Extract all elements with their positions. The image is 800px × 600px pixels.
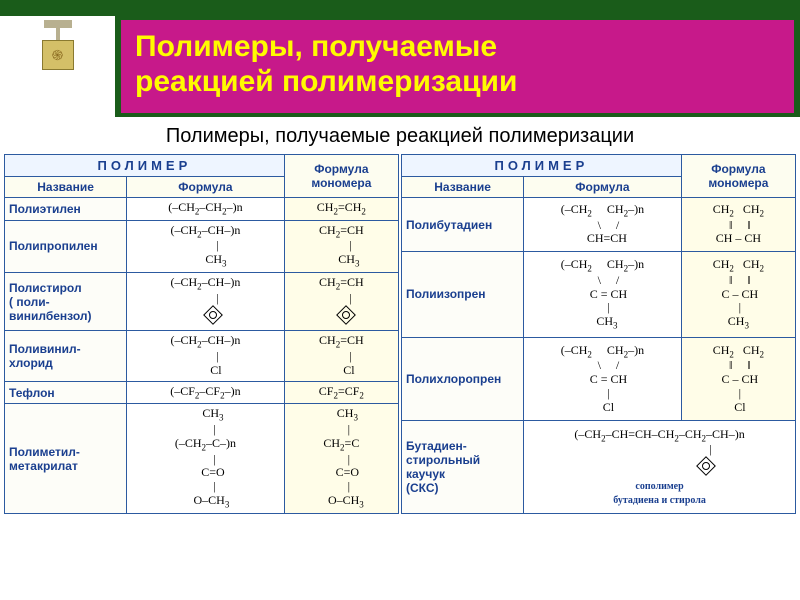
polymer-name: Полипропилен: [5, 220, 127, 272]
title-line-2: реакцией полимеризации: [135, 65, 780, 100]
tables-container: ПОЛИМЕР Формула мономера Название Формул…: [0, 154, 800, 514]
polymer-formula: (–CH2–CH–)n |: [127, 273, 285, 331]
polymer-name: Полибутадиен: [402, 198, 524, 252]
polymer-name: Полиизопрен: [402, 252, 524, 338]
polymer-name: Полистирол ( поли- винилбензол): [5, 273, 127, 331]
top-green-bar: [0, 0, 800, 16]
polymer-name: Бутадиен- стирольный каучук (СКС): [402, 421, 524, 513]
polymer-formula: (–CF2–CF2–)n: [127, 381, 285, 404]
monomer-formula: CH2=CH2: [284, 198, 398, 221]
monomer-formula: CH2 CH2 ‖ ‖ C – CH |CH3: [681, 252, 795, 338]
polymer-formula: CH3 |(–CH2–C–)n | C=O | O–CH3: [127, 404, 285, 513]
slide-icon-box: ֍: [0, 16, 115, 117]
table-row: Полиизопрен(–CH2 CH2–)n \ / C = CH | CH3…: [402, 252, 796, 338]
polymer-formula: (–CH2–CH–)n | Cl: [127, 331, 285, 381]
hdr-formula: Формула: [524, 177, 682, 198]
hdr-monomer: Формула мономера: [681, 155, 795, 198]
monomer-formula: CH2=CH |: [284, 273, 398, 331]
table-row: Бутадиен- стирольный каучук (СКС)(–CH2–C…: [402, 421, 796, 513]
table-row: Тефлон(–CF2–CF2–)nCF2=CF2: [5, 381, 399, 404]
hdr-polymer: ПОЛИМЕР: [5, 155, 285, 177]
pendant-icon: ֍: [36, 20, 80, 74]
table-row: Полипропилен(–CH2–CH–)n | CH3CH2=CH | CH…: [5, 220, 399, 272]
left-polymer-table: ПОЛИМЕР Формула мономера Название Формул…: [4, 154, 399, 514]
polymer-name: Тефлон: [5, 381, 127, 404]
monomer-formula: CH2 CH2 ‖ ‖ C – CH | Cl: [681, 337, 795, 421]
table-row: Полиэтилен(–CH2–CH2–)nCH2=CH2: [5, 198, 399, 221]
table-row: Поливинил- хлорид(–CH2–CH–)n | ClCH2=CH …: [5, 331, 399, 381]
hdr-formula: Формула: [127, 177, 285, 198]
header-row: ֍ Полимеры, получаемые реакцией полимери…: [0, 16, 800, 117]
hdr-polymer: ПОЛИМЕР: [402, 155, 682, 177]
polymer-name: Полихлоропрен: [402, 337, 524, 421]
table-row: Полихлоропрен(–CH2 CH2–)n \ / C = CH | C…: [402, 337, 796, 421]
polymer-formula: (–CH2 CH2–)n \ / C = CH | Cl: [524, 337, 682, 421]
polymer-name: Поливинил- хлорид: [5, 331, 127, 381]
polymer-formula: (–CH2 CH2–)n \ / C = CH | CH3: [524, 252, 682, 338]
table-row: Полиметил- метакрилат CH3 |(–CH2–C–)n | …: [5, 404, 399, 513]
title-box: Полимеры, получаемые реакцией полимериза…: [115, 16, 800, 117]
monomer-formula: CH2=CH | CH3: [284, 220, 398, 272]
hdr-monomer: Формула мономера: [284, 155, 398, 198]
right-polymer-table: ПОЛИМЕР Формула мономера Название Формул…: [401, 154, 796, 514]
monomer-formula: CF2=CF2: [284, 381, 398, 404]
polymer-formula: (–CH2–CH2–)n: [127, 198, 285, 221]
hdr-name: Название: [5, 177, 127, 198]
monomer-formula: CH3 |CH2=C | C=O | O–CH3: [284, 404, 398, 513]
polymer-formula: (–CH2–CH–)n | CH3: [127, 220, 285, 272]
table-row: Полибутадиен(–CH2 CH2–)n \ / CH=CHCH2 CH…: [402, 198, 796, 252]
polymer-name: Полиметил- метакрилат: [5, 404, 127, 513]
table-row: Полистирол ( поли- винилбензол)(–CH2–CH–…: [5, 273, 399, 331]
hdr-name: Название: [402, 177, 524, 198]
polymer-formula: (–CH2 CH2–)n \ / CH=CH: [524, 198, 682, 252]
polymer-name: Полиэтилен: [5, 198, 127, 221]
subtitle: Полимеры, получаемые реакцией полимериза…: [0, 117, 800, 154]
title-line-1: Полимеры, получаемые: [135, 30, 780, 65]
monomer-formula: CH2 CH2 ‖ ‖CH – CH: [681, 198, 795, 252]
polymer-formula: (–CH2–CH=CH–CH2–CH2–CH–)n | сополимербут…: [524, 421, 796, 513]
monomer-formula: CH2=CH | Cl: [284, 331, 398, 381]
